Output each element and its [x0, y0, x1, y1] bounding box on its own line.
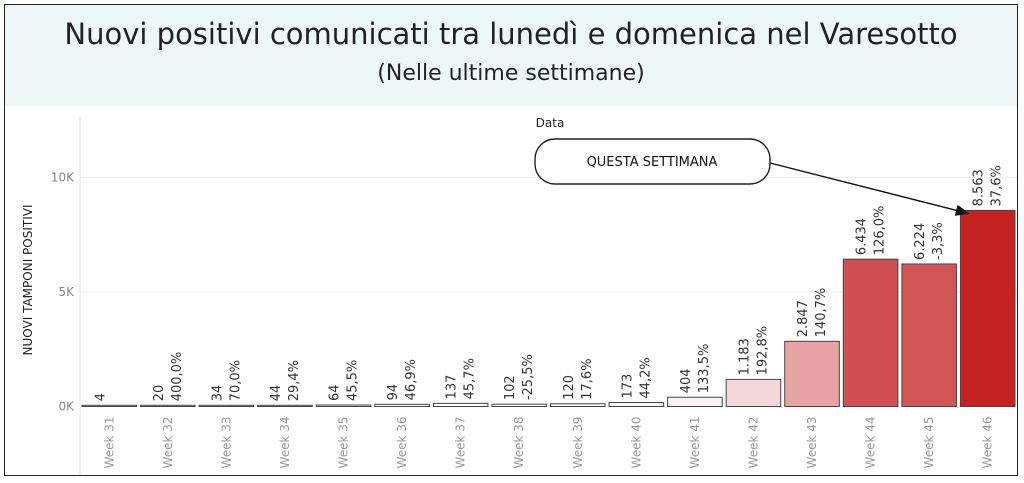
bar — [198, 404, 255, 407]
bar-value-label: 8.563 — [972, 169, 987, 206]
bar-change-label: 70,0% — [228, 360, 243, 401]
bar — [374, 403, 430, 408]
bar-chart: 0K 5K 10K Data NUOVI TAMPONI POSITIVI 4 Week … — [21, 116, 1017, 475]
y-tick-label: 0K — [58, 400, 75, 414]
x-tick-label: Week 40 — [629, 417, 643, 469]
bar — [432, 402, 489, 408]
x-axis-title: Data — [536, 116, 565, 130]
bar-change-label: 37,6% — [990, 165, 1005, 206]
bar-value-label: 20 — [152, 385, 167, 402]
bar — [140, 404, 196, 407]
x-tick-label: Week 43 — [805, 417, 819, 469]
annotation-box — [534, 138, 771, 185]
x-tick-label: Week 44 — [864, 417, 878, 469]
bar — [901, 263, 957, 407]
bar-change-label: 45,5% — [346, 360, 361, 401]
bar-value-label: 34 — [210, 385, 225, 402]
x-tick-label: Week 38 — [512, 417, 526, 469]
bar-change-label: -3,3% — [931, 222, 946, 260]
bar-change-label: -25,5% — [521, 354, 536, 400]
x-tick-label: Week 32 — [161, 417, 175, 469]
x-tick-label: Week 31 — [102, 417, 116, 469]
bar — [784, 340, 840, 408]
chart-title: Nuovi positivi comunicati tra lunedì e d… — [64, 17, 958, 51]
bar-change-label: 45,7% — [463, 358, 478, 399]
bar — [725, 378, 782, 408]
bar-value-label: 1.183 — [737, 338, 752, 375]
bar-value-label: 404 — [679, 368, 694, 393]
x-tick-label: Week 42 — [746, 417, 760, 469]
bar — [608, 402, 665, 407]
bar-value-label: 2.847 — [796, 300, 811, 337]
bar-change-label: 29,4% — [287, 360, 302, 401]
x-tick-label: Week 41 — [688, 417, 702, 469]
bar-value-label: 94 — [386, 384, 401, 401]
bar-value-label: 6.224 — [913, 223, 928, 260]
bar-change-label: 46,9% — [404, 359, 419, 400]
bar-change-label: 140,7% — [814, 288, 829, 338]
annotation-text: QUESTA SETTIMANA — [587, 155, 718, 170]
bar-value-label: 64 — [328, 384, 343, 401]
bar — [257, 404, 313, 407]
bar-value-label: 4 — [93, 393, 108, 401]
x-tick-label: Week 46 — [981, 417, 995, 469]
bar-change-label: 126,0% — [873, 206, 888, 256]
bar-change-label: 17,6% — [580, 358, 595, 399]
bar-change-label: 44,2% — [638, 357, 653, 398]
x-tick-label: Week 35 — [337, 417, 351, 469]
bar-change-label: 133,5% — [697, 344, 712, 394]
y-axis-title: NUOVI TAMPONI POSITIVI — [21, 205, 35, 356]
chart-frame: Nuovi positivi comunicati tra lunedì e d… — [4, 4, 1018, 476]
x-tick-label: Week 36 — [395, 417, 409, 469]
bar-value-label: 102 — [503, 375, 518, 400]
x-tick-label: Week 34 — [278, 417, 292, 469]
bar — [81, 404, 138, 407]
bar — [842, 258, 899, 407]
x-tick-label: Week 45 — [922, 417, 936, 469]
bar — [667, 396, 723, 408]
x-tick-label: Week 39 — [571, 417, 585, 469]
bar-change-label: 400,0% — [170, 352, 185, 402]
x-tick-label: Week 37 — [454, 417, 468, 469]
x-tick-label: Week 33 — [219, 417, 233, 469]
bar — [550, 403, 606, 408]
bar-change-label: 192,8% — [755, 326, 770, 376]
bar — [959, 209, 1016, 407]
chart-subtitle: (Nelle ultime settimane) — [377, 61, 645, 86]
bar-value-label: 44 — [269, 385, 284, 402]
title-band: Nuovi positivi comunicati tra lunedì e d… — [5, 5, 1017, 106]
bar — [315, 404, 372, 407]
y-tick-label: 10K — [51, 171, 75, 185]
bar-value-label: 6.434 — [855, 218, 870, 255]
bar-value-label: 173 — [620, 374, 635, 399]
bar-value-label: 120 — [562, 375, 577, 400]
annotation-arrow — [769, 162, 970, 216]
y-tick-label: 5K — [58, 285, 75, 299]
bar — [491, 403, 547, 408]
bar-value-label: 137 — [445, 375, 460, 400]
